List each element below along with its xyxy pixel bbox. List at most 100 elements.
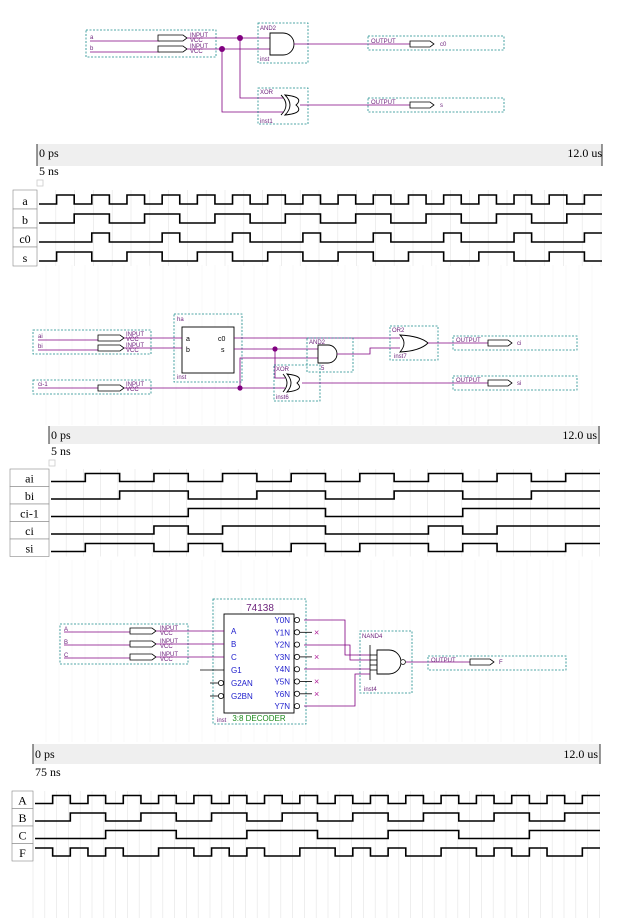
decoder-right-pin: Y6N [274, 690, 290, 699]
signal-name: bi [25, 489, 35, 503]
signal-trace [51, 525, 600, 535]
signal-name: C [18, 829, 26, 843]
input-b-name: b [90, 46, 94, 52]
wave2-start-time: 0 ps [51, 428, 71, 442]
or2-gate-symbol [398, 334, 429, 353]
input-group-box-2 [32, 329, 152, 355]
and2-type-2: AND2 [309, 340, 326, 346]
output-s-name: s [440, 103, 443, 109]
decoder-right-pin: Y1N [274, 628, 290, 637]
signal-trace [35, 812, 600, 822]
wave1-cursor-time: 5 ns [39, 164, 59, 178]
decoder-symbol [223, 613, 295, 714]
signal-name: s [23, 251, 28, 265]
decoder-title: 74138 [246, 603, 274, 614]
nand4-type: NAND4 [362, 634, 383, 640]
and2-type: AND2 [260, 26, 277, 32]
decoder-subtitle: 3:8 DECODER [232, 714, 286, 723]
ha-block-name: ha [177, 317, 184, 323]
decoder-right-pin: Y4N [274, 665, 290, 674]
signal-trace [39, 251, 602, 262]
decoder-right-pin: Y3N [274, 653, 290, 662]
input-bi-name: bi [38, 344, 43, 350]
signal-trace [35, 829, 600, 840]
output-c0-box [367, 35, 505, 51]
xor-type-2: XOR [276, 367, 290, 373]
wave3-end-time: 12.0 us [563, 747, 598, 761]
wave1-end-time: 12.0 us [567, 146, 602, 160]
input-pin-b-symbol [157, 45, 188, 53]
no-connect-mark: × [314, 689, 319, 699]
signal-trace [35, 794, 600, 805]
wave1-time-bar [37, 144, 602, 166]
output-si-name: si [517, 381, 521, 387]
input-b-vcc: VCC [190, 49, 203, 55]
ha-pin-s: s [221, 347, 225, 354]
input-A-name: A [64, 627, 68, 633]
decoder-left-pin: B [231, 640, 236, 649]
no-connect-mark: × [314, 677, 319, 687]
xor-gate-symbol-2 [285, 373, 300, 393]
nand4-gate-symbol [376, 649, 402, 675]
input-C-tag: INPUT [160, 652, 178, 658]
input-a-tag: INPUT [190, 33, 208, 39]
output-F-tag: OUTPUT [431, 658, 456, 664]
and2-box [257, 22, 309, 64]
waveform-full-adder: 0 ps 12.0 us 5 ns [48, 426, 600, 467]
nand4-inst: inst4 [364, 687, 377, 693]
decoder-left-pin: G1 [231, 666, 242, 675]
input-ci1-tag: INPUT [126, 382, 144, 388]
output-F-name: F [499, 660, 503, 666]
input-bi-tag: INPUT [126, 343, 144, 349]
or2-type: OR2 [392, 328, 405, 334]
decoder-right-pin: Y5N [274, 678, 290, 687]
no-connect-mark: × [314, 652, 319, 662]
signal-name: B [18, 811, 26, 825]
signal-trace [39, 213, 602, 224]
input-C-vcc: VCC [160, 657, 173, 663]
output-s-tag: OUTPUT [371, 100, 396, 106]
ha-block-inst: inst [177, 375, 187, 381]
decoder-right-pin: Y7N [274, 702, 290, 711]
wave3-start-time: 0 ps [35, 747, 55, 761]
and2-inst-2: 5 [321, 366, 325, 372]
decoder-right-pin: Y0N [274, 616, 290, 625]
input-ai-name: ai [38, 334, 43, 340]
signal-trace [39, 194, 602, 205]
decoder-left-pin: G2BN [231, 692, 253, 701]
signal-name: si [25, 542, 34, 556]
signal-name: F [19, 846, 26, 860]
ha-pin-b: b [186, 347, 190, 354]
ha-pin-a: a [186, 336, 190, 343]
signal-trace [51, 507, 600, 518]
schematic-half-adder: a b INPUT VCC INPUT VCC AND2 inst XOR in… [85, 22, 505, 125]
input-ai-vcc: VCC [126, 337, 139, 343]
xor-gate-symbol [283, 94, 300, 116]
input-B-tag: INPUT [160, 639, 178, 645]
signal-trace [39, 232, 602, 243]
input-ci1-box [32, 379, 152, 395]
and2-gate-symbol [269, 32, 295, 56]
input-C-name: C [64, 653, 69, 659]
decoder-left-pin: A [231, 627, 237, 636]
decoder-left-pin: G2AN [231, 679, 253, 688]
output-ci-name: ci [517, 341, 521, 347]
output-s-box [367, 97, 505, 113]
input-bi-vcc: VCC [126, 348, 139, 354]
input-b-tag: INPUT [190, 44, 208, 50]
output-ci-tag: OUTPUT [456, 338, 481, 344]
signal-trace [35, 847, 600, 857]
signal-name: a [22, 194, 28, 208]
input-ci1-name: ci-1 [38, 382, 48, 388]
signal-trace [51, 542, 600, 553]
input-group-box [85, 29, 217, 58]
decoder-right-pin: Y2N [274, 641, 290, 650]
waveform-decoder: 0 ps 12.0 us 75 ns [32, 744, 601, 779]
xor-inst-2: inst6 [276, 395, 289, 401]
input-B-vcc: VCC [160, 644, 173, 650]
decoder-inst: inst [217, 718, 227, 724]
signal-trace [51, 472, 600, 483]
and2-gate-symbol-2 [317, 344, 338, 364]
input-A-tag: INPUT [160, 626, 178, 632]
wave2-end-time: 12.0 us [562, 428, 597, 442]
